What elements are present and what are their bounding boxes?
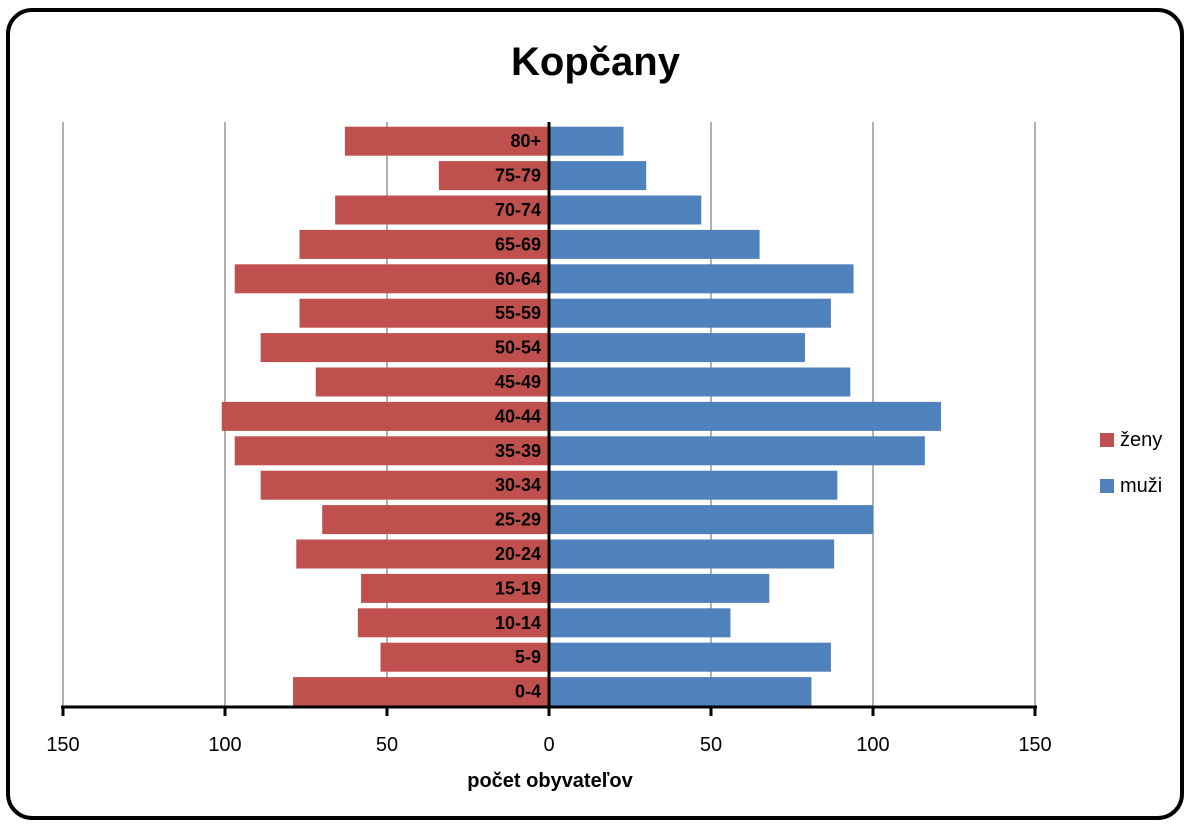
bar-muzi xyxy=(549,367,851,397)
legend-swatch-muzi xyxy=(1100,479,1114,493)
bar-muzi xyxy=(549,229,760,259)
bar-zeny xyxy=(234,264,549,294)
bar-muzi xyxy=(549,401,942,431)
bar-zeny xyxy=(260,333,549,363)
bar-muzi xyxy=(549,573,770,603)
x-tick-label: 0 xyxy=(543,734,554,756)
legend-item-zeny: ženy xyxy=(1100,428,1162,452)
bar-zeny xyxy=(260,470,549,500)
bar-zeny xyxy=(322,505,549,535)
bar-zeny xyxy=(357,608,549,638)
age-group-label: 10-14 xyxy=(495,613,541,633)
bar-zeny xyxy=(299,298,549,328)
bar-muzi xyxy=(549,677,812,707)
legend-label-zeny: ženy xyxy=(1120,428,1163,451)
bar-muzi xyxy=(549,298,831,328)
x-tick-label: 150 xyxy=(1018,734,1051,756)
bar-muzi xyxy=(549,195,702,225)
x-tick-label: 150 xyxy=(46,734,79,756)
age-group-label: 80+ xyxy=(510,131,541,151)
legend: ženy muži xyxy=(1100,428,1162,520)
age-group-label: 45-49 xyxy=(495,372,541,392)
age-group-label: 15-19 xyxy=(495,578,541,598)
legend-item-muzi: muži xyxy=(1100,474,1162,498)
legend-label-muzi: muži xyxy=(1120,474,1163,497)
age-group-label: 65-69 xyxy=(495,234,541,254)
chart-title: Kopčany xyxy=(511,40,680,84)
age-group-label: 40-44 xyxy=(495,406,541,426)
age-group-label: 35-39 xyxy=(495,441,541,461)
bar-muzi xyxy=(549,505,873,535)
bar-zeny xyxy=(315,367,549,397)
age-group-label: 50-54 xyxy=(495,338,541,358)
age-group-label: 70-74 xyxy=(495,200,541,220)
age-group-label: 55-59 xyxy=(495,303,541,323)
bar-zeny xyxy=(293,677,549,707)
bar-muzi xyxy=(549,436,925,466)
bar-zeny xyxy=(299,229,549,259)
legend-swatch-zeny xyxy=(1100,433,1114,447)
bar-zeny xyxy=(296,539,549,569)
bar-zeny xyxy=(361,573,549,603)
x-axis-label: počet obyvateľov xyxy=(467,770,633,792)
bar-muzi xyxy=(549,161,647,191)
bar-muzi xyxy=(549,470,838,500)
age-group-label: 75-79 xyxy=(495,166,541,186)
bar-muzi xyxy=(549,264,854,294)
age-group-label: 30-34 xyxy=(495,475,541,495)
bar-zeny xyxy=(380,642,549,672)
age-group-label: 5-9 xyxy=(515,647,541,667)
age-group-label: 0-4 xyxy=(515,682,541,702)
bar-muzi xyxy=(549,539,835,569)
bar-zeny xyxy=(234,436,549,466)
x-tick-label: 100 xyxy=(856,734,889,756)
age-group-label: 25-29 xyxy=(495,510,541,530)
bar-zeny xyxy=(221,401,549,431)
bar-muzi xyxy=(549,333,805,363)
age-group-label: 20-24 xyxy=(495,544,541,564)
bar-muzi xyxy=(549,126,624,156)
bar-zeny xyxy=(438,161,549,191)
x-tick-label: 50 xyxy=(376,734,398,756)
bar-zeny xyxy=(344,126,549,156)
age-group-label: 60-64 xyxy=(495,269,541,289)
x-tick-label: 100 xyxy=(208,734,241,756)
bar-muzi xyxy=(549,642,831,672)
bar-muzi xyxy=(549,608,731,638)
x-tick-label: 50 xyxy=(700,734,722,756)
bar-zeny xyxy=(335,195,549,225)
